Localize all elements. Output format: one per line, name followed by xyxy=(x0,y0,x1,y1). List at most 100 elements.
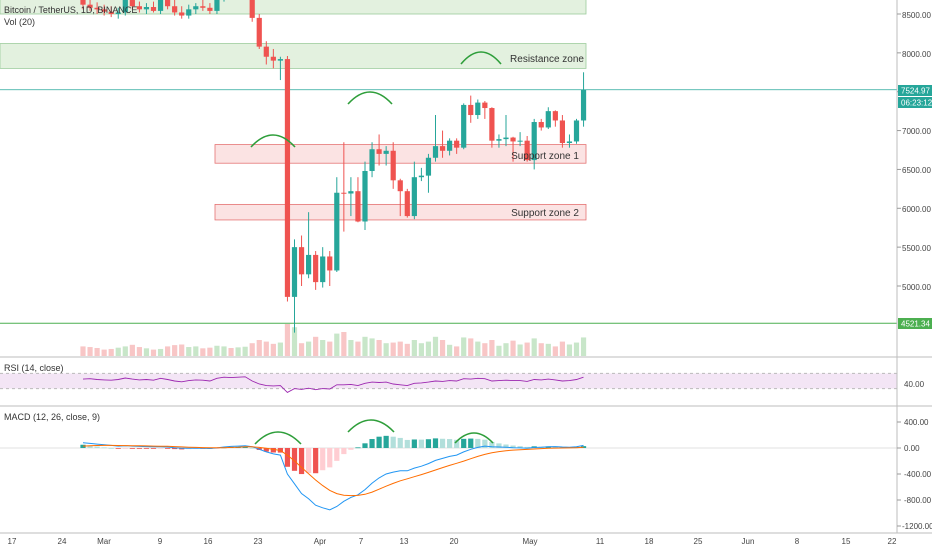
candle-body[interactable] xyxy=(263,46,269,57)
candle-body[interactable] xyxy=(524,140,530,161)
candle-body[interactable] xyxy=(320,256,326,283)
candle-body[interactable] xyxy=(411,177,417,217)
candle-body[interactable] xyxy=(277,59,283,61)
time-tick: 8 xyxy=(795,537,800,546)
candle-body[interactable] xyxy=(425,157,432,176)
macd-line xyxy=(82,442,584,511)
axes xyxy=(0,0,932,534)
volume-bar xyxy=(531,338,537,356)
macd-histogram-bar xyxy=(447,439,453,448)
candle-body[interactable] xyxy=(447,140,453,151)
candle-body[interactable] xyxy=(439,146,446,151)
candle-body[interactable] xyxy=(193,6,199,10)
candle-body[interactable] xyxy=(334,192,340,271)
candle-body[interactable] xyxy=(291,247,298,297)
time-tick: 7 xyxy=(359,537,364,546)
candle-body[interactable] xyxy=(122,0,128,13)
candle-body[interactable] xyxy=(143,7,150,10)
candle-body[interactable] xyxy=(172,6,178,13)
volume-bar xyxy=(320,340,326,356)
candle-body[interactable] xyxy=(348,191,354,194)
candle-body[interactable] xyxy=(157,0,164,11)
candle-body[interactable] xyxy=(94,7,100,10)
macd-pane[interactable] xyxy=(0,435,897,511)
resistance-zone xyxy=(0,43,587,69)
candle-body[interactable] xyxy=(362,170,368,222)
volume-bar xyxy=(214,345,220,356)
macd-tick: 0.00 xyxy=(904,444,920,453)
candle-body[interactable] xyxy=(355,191,361,222)
candle-body[interactable] xyxy=(150,7,157,11)
volume-bar xyxy=(270,343,276,356)
candle-body[interactable] xyxy=(545,111,551,128)
candle-body[interactable] xyxy=(165,0,171,7)
candle-body[interactable] xyxy=(538,122,544,128)
candle-body[interactable] xyxy=(482,102,488,109)
candle-body[interactable] xyxy=(214,0,220,11)
candle-body[interactable] xyxy=(454,140,460,148)
candle-body[interactable] xyxy=(341,192,347,194)
candle-body[interactable] xyxy=(418,175,424,178)
macd-peak-arc xyxy=(254,431,302,445)
candle-body[interactable] xyxy=(573,120,580,142)
candle-body[interactable] xyxy=(461,104,467,148)
volume-bar xyxy=(207,347,213,356)
candle-body[interactable] xyxy=(369,149,375,171)
candle-body[interactable] xyxy=(200,6,206,8)
candle-body[interactable] xyxy=(179,12,185,16)
candle-body[interactable] xyxy=(531,122,537,161)
candle-body[interactable] xyxy=(468,104,474,116)
candle-body[interactable] xyxy=(503,137,509,140)
candle-body[interactable] xyxy=(108,11,114,14)
candle-body[interactable] xyxy=(87,4,93,8)
volume-bar xyxy=(545,343,551,356)
candle-body[interactable] xyxy=(510,137,516,142)
macd-histogram-bar xyxy=(482,439,488,448)
candle-body[interactable] xyxy=(580,89,587,121)
candle-body[interactable] xyxy=(136,6,142,10)
volume-bar xyxy=(341,332,347,356)
time-axis[interactable]: 17 24 Mar 9 16 23 Apr 7 13 20 May 11 18 … xyxy=(8,537,897,546)
price-tick: 7000.00 xyxy=(902,127,931,136)
candle-body[interactable] xyxy=(397,180,403,192)
candle-body[interactable] xyxy=(517,140,523,142)
candle-body[interactable] xyxy=(186,9,192,16)
volume-bar xyxy=(397,341,403,356)
candle-body[interactable] xyxy=(270,56,276,61)
candle-body[interactable] xyxy=(306,254,312,275)
candle-body[interactable] xyxy=(496,139,502,141)
candle-body[interactable] xyxy=(475,102,481,116)
candle-body[interactable] xyxy=(432,146,439,158)
candles[interactable] xyxy=(80,0,587,333)
candle-body[interactable] xyxy=(390,150,396,181)
macd-axis[interactable]: 400.00 0.00 -400.00 -800.00 -1200.00 xyxy=(902,418,932,531)
time-tick: 18 xyxy=(645,537,654,546)
candle-body[interactable] xyxy=(566,141,573,144)
candle-body[interactable] xyxy=(249,0,255,18)
candle-body[interactable] xyxy=(404,191,410,217)
candle-body[interactable] xyxy=(313,254,319,283)
candle-body[interactable] xyxy=(115,12,121,14)
macd-histogram-bar xyxy=(270,448,276,453)
candle-body[interactable] xyxy=(284,59,291,297)
candle-body[interactable] xyxy=(101,9,107,12)
candle-body[interactable] xyxy=(129,0,135,7)
rsi-pane[interactable] xyxy=(0,372,897,393)
candle-body[interactable] xyxy=(207,7,213,11)
macd-histogram-bar xyxy=(291,448,298,471)
candle-body[interactable] xyxy=(383,150,389,154)
volume-bar xyxy=(418,343,424,356)
candle-body[interactable] xyxy=(256,17,262,47)
candle-body[interactable] xyxy=(552,111,558,121)
candle-body[interactable] xyxy=(327,256,333,271)
resistance-zone-label: Resistance zone xyxy=(510,54,584,65)
candle-body[interactable] xyxy=(559,120,565,144)
candle-body[interactable] xyxy=(489,108,495,141)
volume-bar xyxy=(580,337,587,356)
candle-body[interactable] xyxy=(298,247,305,275)
candle-body[interactable] xyxy=(80,0,86,5)
volume-bar xyxy=(313,336,319,356)
price-peak-arc xyxy=(460,51,502,65)
candle-body[interactable] xyxy=(376,149,382,154)
